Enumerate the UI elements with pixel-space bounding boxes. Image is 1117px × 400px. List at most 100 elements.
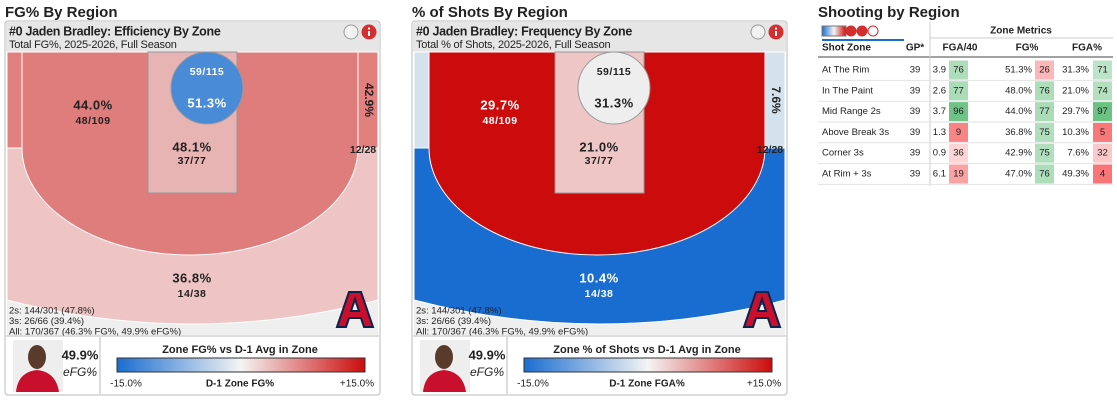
zone-pct: 51.3% [187,95,226,110]
summary-line: All: 170/367 (46.3% FG%, 49.9% eFG%) [9,327,181,338]
cell: 39 [910,169,921,180]
cell: 39 [910,85,921,96]
summary-line: 2s: 144/301 (47.8%) [9,306,95,317]
cell: 39 [910,127,921,138]
cell: 7.6% [1067,148,1089,159]
percentile-cell [1093,143,1112,163]
avatar-body [423,370,466,392]
toolbar-icon [845,25,857,37]
panel-title: % of Shots By Region [412,4,568,21]
legend-title: Zone % of Shots vs D-1 Avg in Zone [553,344,740,356]
stat-label: eFG% [63,365,97,379]
cell: 3.7 [933,106,946,117]
summary-line: All: 170/367 (46.3% FG%, 49.9% eFG%) [416,327,588,338]
zone-name: In The Paint [822,85,873,96]
zone-pct: 44.0% [73,97,112,112]
settings-icon [343,24,359,40]
percentile: 75 [1039,148,1050,159]
percentile: 26 [1039,65,1050,76]
column-header: Shot Zone [822,43,871,54]
card-header [413,22,786,52]
percentile: 76 [953,65,964,76]
cell: 2.6 [933,85,946,96]
subtitle: Total FG%, 2025-2026, Full Season [9,39,177,51]
percentile-cell [1035,143,1054,163]
zone-count: 48/109 [75,115,110,127]
percentile: 76 [1039,85,1050,96]
card-header [6,22,379,52]
zone-count: 12/28 [757,144,783,156]
stat-value: 49.9% [62,347,99,362]
subtitle: Total % of Shots, 2025-2026, Full Season [416,39,610,51]
cell: 48.0% [1005,85,1032,96]
avatar-body [16,370,59,392]
player-name: #0 Jaden Bradley: Frequency By Zone [416,24,632,38]
legend-max: +15.0% [747,379,781,390]
percentile: 96 [953,106,964,117]
zone-pct: 36.8% [172,270,211,285]
cell: 1.3 [933,127,946,138]
zone-count: 37/77 [178,155,207,167]
percentile-cell [1035,81,1054,101]
percentile-cell [949,164,968,184]
percentile-cell [1035,60,1054,80]
stat-value: 49.9% [469,347,506,362]
percentile: 76 [1039,169,1050,180]
info-icon-bar [775,31,777,36]
cell: 39 [910,106,921,117]
info-icon-dot [774,27,778,30]
cell: 39 [910,148,921,159]
mini-gradient-icon [821,25,847,37]
percentile: 74 [1097,85,1108,96]
cell: 44.0% [1005,106,1032,117]
percentile-cell [1093,102,1112,122]
zone-rim [577,51,651,125]
percentile: 9 [956,127,961,138]
avatar-head [435,345,453,369]
zone-count: 48/109 [482,115,517,127]
zone-pct: 10.4% [579,270,618,285]
zone-pct: 7.6% [769,86,783,114]
column-header: FG% [1016,43,1039,54]
zone-name: Above Break 3s [822,127,889,138]
zone-count: 37/77 [585,155,614,167]
column-header: GP* [906,43,924,54]
legend-gradient [116,357,366,373]
zone-count: 14/38 [585,288,614,300]
player-name: #0 Jaden Bradley: Efficiency By Zone [9,24,221,38]
cell: 6.1 [933,169,946,180]
toolbar-icon [856,25,868,37]
percentile: 75 [1039,127,1050,138]
stat-label: eFG% [470,365,504,379]
toolbar-icon [867,25,879,37]
zone-name: At The Rim [822,65,869,76]
cell: 39 [910,65,921,76]
percentile-cell [1093,122,1112,142]
percentile: 19 [953,169,964,180]
percentile: 77 [953,85,964,96]
cell: 47.0% [1005,169,1032,180]
column-header: FGA% [1072,43,1102,54]
percentile: 77 [1039,106,1050,117]
percentile-cell [1035,122,1054,142]
cell: 29.7% [1062,106,1089,117]
legend-title: Zone FG% vs D-1 Avg in Zone [162,344,318,356]
cell: 10.3% [1062,127,1089,138]
zone-count: 12/28 [350,144,376,156]
settings-icon [750,24,766,40]
percentile-cell [1093,81,1112,101]
legend-gradient [523,357,773,373]
cell: 0.9 [933,148,946,159]
avatar-head [28,345,46,369]
cell: 21.0% [1062,85,1089,96]
panel-title: FG% By Region [5,4,118,21]
percentile: 36 [953,148,964,159]
legend-mid: D-1 Zone FG% [206,379,274,390]
zone-name: Mid Range 2s [822,106,881,117]
cell: 51.3% [1005,65,1032,76]
summary-line: 3s: 26/66 (39.4%) [9,316,84,327]
info-icon-dot [367,27,371,30]
zone-pct: 21.0% [579,139,618,154]
zone-corner-3-left [6,51,23,149]
